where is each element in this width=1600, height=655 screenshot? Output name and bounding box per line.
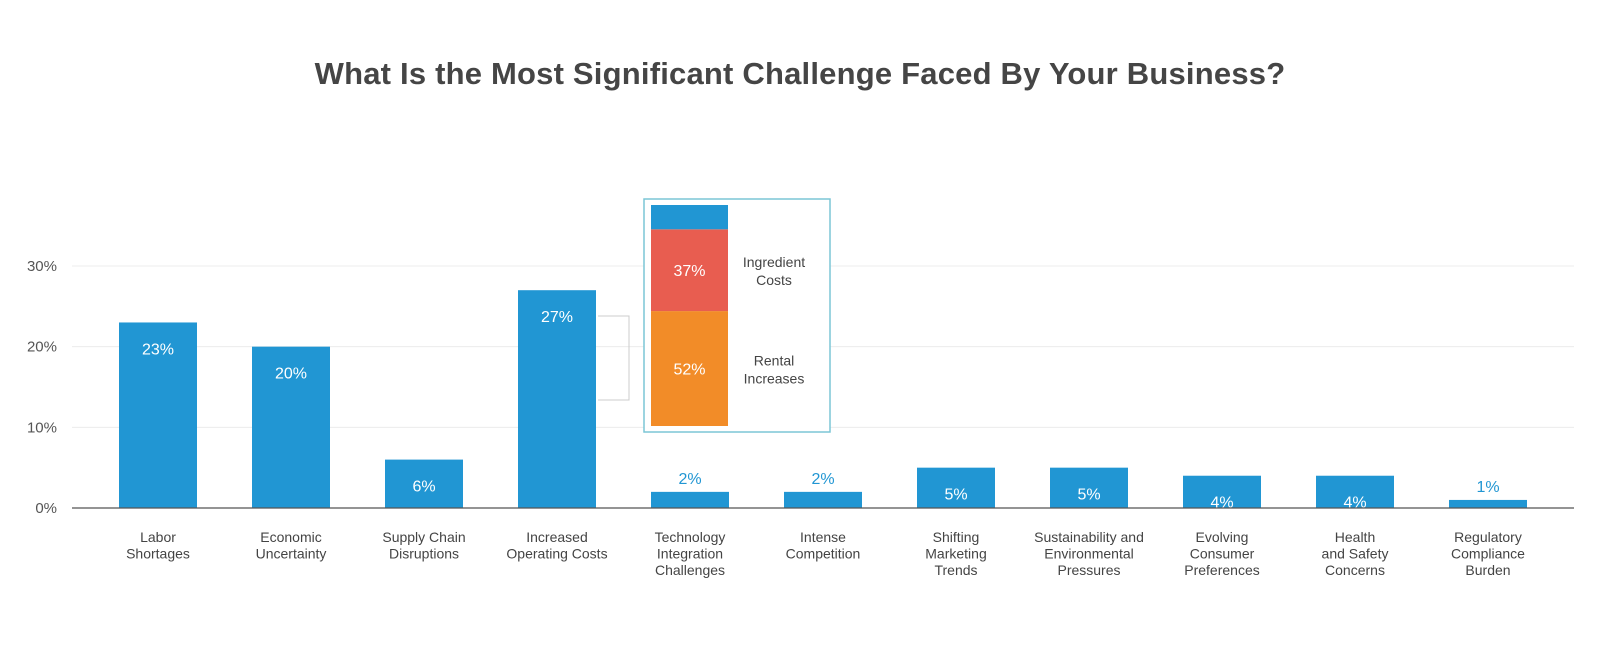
- data-label: 6%: [412, 479, 435, 496]
- data-label: 23%: [142, 341, 174, 358]
- data-label: 27%: [541, 309, 573, 326]
- breakdown-segment-label: 52%: [673, 362, 705, 379]
- x-tick-label: Sustainability and Environmental Pressures: [1034, 529, 1144, 578]
- breakdown-segment: [651, 229, 728, 312]
- x-tick-label: Economic Uncertainty: [256, 529, 327, 562]
- y-tick-label: 0%: [35, 500, 57, 517]
- x-tick-label: Increased Operating Costs: [506, 529, 607, 562]
- x-tick-label: Intense Competition: [786, 529, 861, 562]
- y-tick-label: 20%: [27, 339, 57, 356]
- bar: [1449, 499, 1527, 508]
- data-label: 4%: [1343, 495, 1366, 512]
- bar: [119, 322, 197, 508]
- breakdown-segment-label: 37%: [673, 263, 705, 280]
- data-label: 5%: [944, 487, 967, 504]
- bar: [252, 346, 330, 508]
- data-label: 20%: [275, 366, 307, 383]
- bar: [1183, 475, 1261, 508]
- x-tick-label: Shifting Marketing Trends: [925, 529, 986, 578]
- breakdown-segment: [651, 311, 728, 426]
- x-tick-label: Technology Integration Challenges: [655, 529, 726, 578]
- breakdown-legend-label: Ingredient Costs: [743, 254, 805, 288]
- data-label: 2%: [678, 471, 701, 488]
- bar: [518, 290, 596, 508]
- data-label: 1%: [1476, 479, 1499, 496]
- y-tick-label: 10%: [27, 419, 57, 436]
- data-label: 5%: [1077, 487, 1100, 504]
- breakdown-segment: [651, 205, 728, 230]
- bar: [917, 467, 995, 508]
- data-label: 2%: [811, 471, 834, 488]
- y-tick-label: 30%: [27, 258, 57, 275]
- bar: [784, 491, 862, 508]
- breakdown-connector: [598, 315, 630, 401]
- chart-title: What Is the Most Significant Challenge F…: [314, 56, 1286, 91]
- data-label: 4%: [1210, 495, 1233, 512]
- x-tick-label: Supply Chain Disruptions: [382, 529, 465, 562]
- x-tick-label: Evolving Consumer Preferences: [1184, 529, 1259, 578]
- bar: [651, 491, 729, 508]
- x-tick-label: Regulatory Compliance Burden: [1451, 529, 1525, 578]
- bar: [385, 459, 463, 508]
- x-tick-label: Labor Shortages: [126, 529, 190, 562]
- x-tick-label: Health and Safety Concerns: [1322, 529, 1389, 578]
- breakdown-legend-label: Rental Increases: [744, 353, 805, 387]
- bar: [1316, 475, 1394, 508]
- bar: [1050, 467, 1128, 508]
